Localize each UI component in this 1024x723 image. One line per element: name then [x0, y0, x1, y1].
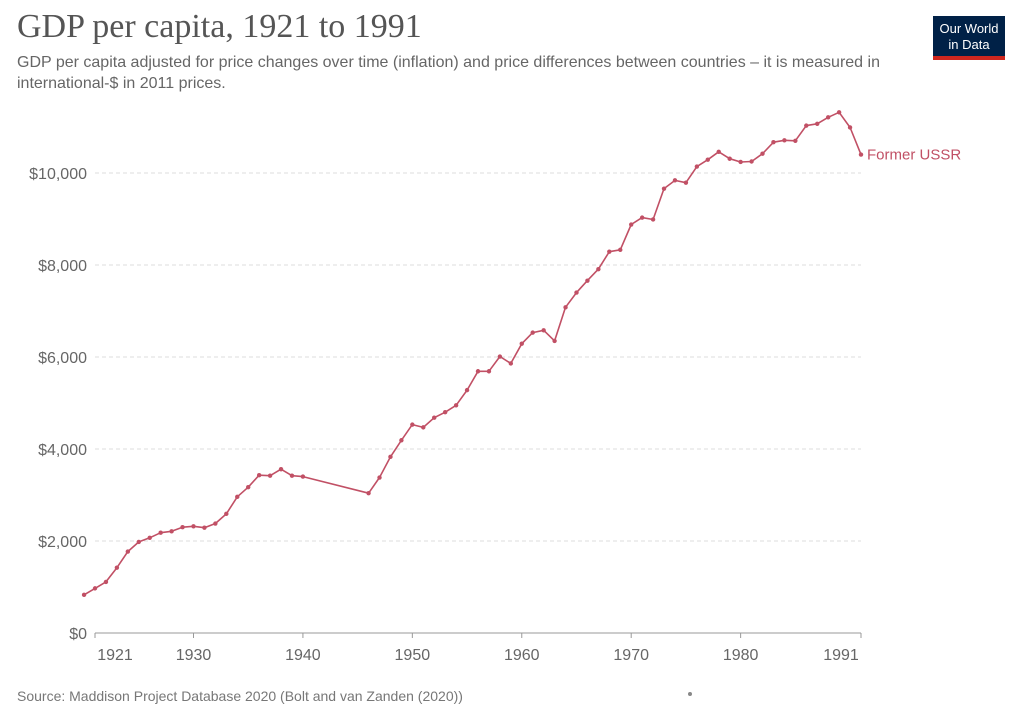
x-tick-label: 1991: [823, 647, 859, 664]
grid-lines: [95, 172, 861, 542]
data-point[interactable]: [432, 415, 437, 420]
data-point[interactable]: [738, 159, 743, 165]
series-labels: Former USSR: [867, 147, 961, 164]
data-point[interactable]: [716, 149, 721, 155]
data-point[interactable]: [235, 494, 240, 500]
footer-dot: [688, 692, 692, 696]
data-point[interactable]: [683, 180, 689, 185]
data-point[interactable]: [256, 473, 262, 478]
y-tick-label: $4,000: [38, 442, 87, 459]
data-point[interactable]: [541, 328, 546, 333]
data-point[interactable]: [858, 152, 864, 157]
data-point[interactable]: [607, 249, 612, 254]
data-point[interactable]: [81, 592, 87, 598]
x-tick-label: 1930: [176, 647, 212, 664]
owid-logo[interactable]: Our World in Data: [933, 16, 1005, 60]
data-point[interactable]: [552, 338, 557, 344]
data-point[interactable]: [202, 525, 207, 530]
data-point[interactable]: [191, 524, 196, 529]
x-tick-label: 1970: [613, 647, 649, 664]
data-point[interactable]: [453, 403, 459, 408]
data-point[interactable]: [300, 474, 306, 479]
data-point[interactable]: [793, 138, 798, 143]
source-note: Source: Maddison Project Database 2020 (…: [17, 688, 463, 704]
data-point[interactable]: [530, 330, 535, 335]
data-point[interactable]: [585, 278, 590, 283]
data-point[interactable]: [563, 305, 568, 310]
data-point[interactable]: [508, 361, 514, 366]
data-point[interactable]: [213, 521, 218, 526]
x-tick-label: 1980: [723, 647, 759, 664]
data-point[interactable]: [574, 290, 579, 295]
chart-title: GDP per capita, 1921 to 1991: [17, 8, 422, 45]
data-point[interactable]: [661, 186, 667, 191]
data-point[interactable]: [771, 139, 776, 145]
data-point[interactable]: [629, 222, 634, 227]
data-point[interactable]: [497, 354, 503, 359]
axes: $0 $2,000 $4,000 $6,000 $8,000 $10,000 1921 193…: [29, 166, 862, 664]
data-point[interactable]: [618, 247, 623, 253]
data-point[interactable]: [464, 387, 470, 393]
data-point[interactable]: [224, 511, 229, 517]
data-point[interactable]: [114, 565, 120, 570]
data-point[interactable]: [421, 425, 426, 430]
data-point[interactable]: [760, 151, 765, 156]
data-point[interactable]: [475, 369, 481, 374]
data-point[interactable]: [158, 530, 163, 535]
x-tick-label: 1960: [504, 647, 540, 664]
data-point[interactable]: [92, 586, 98, 591]
data-point[interactable]: [136, 539, 141, 545]
data-point[interactable]: [399, 438, 404, 443]
data-point[interactable]: [267, 473, 273, 478]
y-tick-label: $10,000: [29, 166, 87, 183]
x-tick-label: 1950: [395, 647, 431, 664]
y-tick-label: $8,000: [38, 258, 87, 275]
logo-line-1: Our World: [939, 21, 999, 36]
data-point[interactable]: [705, 157, 710, 162]
data-point[interactable]: [519, 341, 524, 346]
logo-line-2: in Data: [948, 37, 990, 52]
data-point[interactable]: [246, 484, 251, 490]
data-point[interactable]: [782, 138, 787, 143]
y-tick-label: $6,000: [38, 350, 87, 367]
y-tick-label: $0: [69, 626, 87, 643]
data-point[interactable]: [847, 125, 853, 130]
data-point[interactable]: [694, 164, 700, 169]
x-tick-label: 1940: [285, 647, 321, 664]
data-point[interactable]: [289, 473, 295, 478]
data-point[interactable]: [825, 115, 831, 120]
series-lines: [83, 111, 862, 596]
data-point[interactable]: [486, 369, 492, 374]
data-point[interactable]: [639, 215, 645, 220]
data-point[interactable]: [836, 110, 842, 115]
y-tick-label: $2,000: [38, 534, 87, 551]
data-point[interactable]: [377, 475, 382, 480]
chart-subtitle: GDP per capita adjusted for price change…: [17, 54, 880, 92]
data-point[interactable]: [650, 217, 656, 222]
data-point[interactable]: [804, 123, 809, 128]
series-line[interactable]: [83, 111, 862, 596]
data-point[interactable]: [815, 121, 820, 126]
data-point[interactable]: [278, 467, 284, 472]
data-point[interactable]: [596, 266, 601, 272]
x-tick-label: 1921: [97, 647, 133, 664]
data-point[interactable]: [180, 525, 185, 530]
series-points: [81, 110, 864, 598]
data-point[interactable]: [103, 579, 109, 585]
data-point[interactable]: [366, 490, 371, 496]
series-label: Former USSR: [867, 147, 961, 164]
data-point[interactable]: [442, 410, 448, 415]
data-point[interactable]: [410, 422, 415, 427]
data-point[interactable]: [388, 454, 393, 460]
data-point[interactable]: [749, 159, 754, 164]
data-point[interactable]: [727, 156, 732, 161]
data-point[interactable]: [125, 549, 131, 554]
data-point[interactable]: [147, 535, 152, 540]
data-point[interactable]: [169, 529, 174, 534]
data-point[interactable]: [672, 178, 678, 183]
